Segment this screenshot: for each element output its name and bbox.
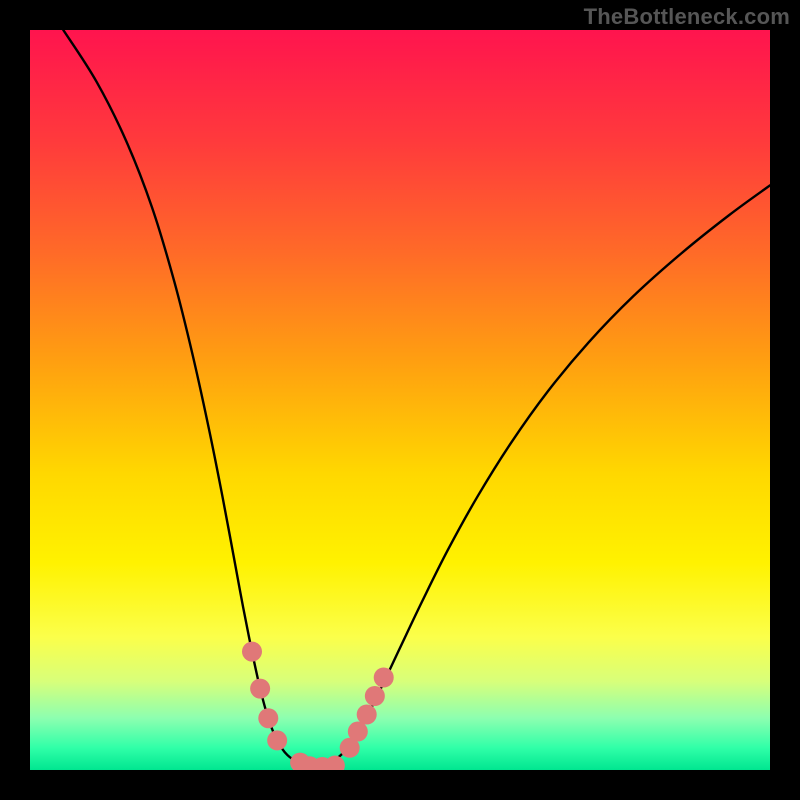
data-marker [374,668,394,688]
gradient-background [30,30,770,770]
chart-frame: TheBottleneck.com [0,0,800,800]
data-marker [242,642,262,662]
data-marker [258,708,278,728]
watermark-text: TheBottleneck.com [584,4,790,30]
chart-svg [0,0,800,800]
data-marker [250,679,270,699]
data-marker [348,722,368,742]
data-marker [267,730,287,750]
data-marker [357,705,377,725]
data-marker [365,686,385,706]
